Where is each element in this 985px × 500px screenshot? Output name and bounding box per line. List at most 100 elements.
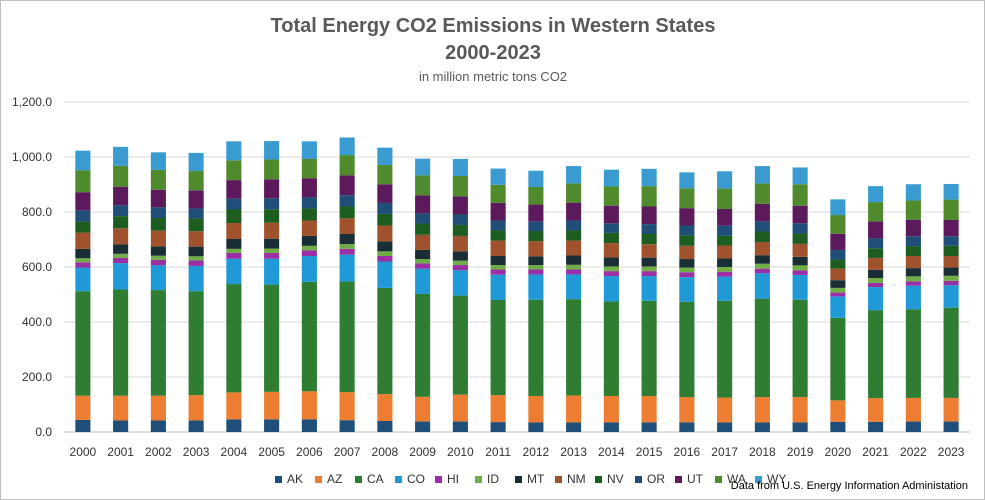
x-tick-label: 2009 [409, 445, 436, 459]
bar-mt-2014 [603, 257, 619, 267]
bar-hi-2022 [905, 281, 921, 286]
bar-nv-2019 [792, 233, 808, 244]
bar-or-2006 [301, 197, 317, 209]
bar-co-2005 [264, 258, 280, 285]
bar-co-2002 [150, 265, 166, 291]
bar-ak-2012 [528, 422, 544, 432]
bar-wy-2009 [415, 158, 431, 176]
bar-id-2002 [150, 255, 166, 260]
bar-stack-2013 [566, 166, 582, 432]
bar-ak-2011 [490, 422, 506, 432]
bar-ut-2015 [641, 206, 657, 225]
bar-ut-2023 [943, 219, 959, 237]
bar-az-2012 [528, 395, 544, 423]
bar-ut-2020 [830, 233, 846, 250]
bar-wa-2014 [603, 186, 619, 206]
bar-ak-2022 [905, 421, 921, 432]
y-tick-label: 600.0 [22, 260, 52, 274]
bar-hi-2012 [528, 269, 544, 275]
bar-wy-2001 [113, 146, 129, 166]
bar-mt-2003 [188, 246, 204, 257]
bar-az-2009 [415, 396, 431, 422]
bar-wa-2022 [905, 200, 921, 220]
bar-wa-2004 [226, 160, 242, 181]
bar-wy-2004 [226, 141, 242, 161]
bar-ak-2010 [452, 421, 468, 432]
bar-id-2000 [75, 258, 91, 263]
legend-swatch [755, 476, 762, 483]
bar-az-2016 [679, 397, 695, 423]
bar-stack-2022 [905, 184, 921, 432]
bar-wa-2015 [641, 186, 657, 207]
bar-ak-2009 [415, 421, 431, 432]
bar-az-2004 [226, 392, 242, 420]
bar-wa-2013 [566, 183, 582, 203]
bar-nm-2021 [868, 257, 884, 270]
bar-az-2015 [641, 395, 657, 423]
bar-ak-2005 [264, 419, 280, 432]
bar-ca-2013 [566, 299, 582, 396]
bar-co-2023 [943, 285, 959, 308]
legend-label: CO [407, 472, 425, 486]
bar-stack-2015 [641, 168, 657, 432]
bar-co-2014 [603, 276, 619, 302]
bar-co-2020 [830, 296, 846, 318]
bar-az-2014 [603, 395, 619, 423]
bar-nm-2015 [641, 244, 657, 258]
bar-stack-2017 [717, 171, 733, 432]
bar-ca-2002 [150, 290, 166, 396]
bar-stack-2004 [226, 141, 242, 432]
bar-wy-2003 [188, 152, 204, 172]
x-tick-label: 2002 [145, 445, 172, 459]
bar-az-2003 [188, 395, 204, 421]
bar-wy-2006 [301, 141, 317, 159]
bars [75, 137, 959, 432]
bar-ak-2018 [754, 422, 770, 432]
bar-hi-2018 [754, 268, 770, 274]
bar-az-2013 [566, 395, 582, 423]
bar-or-2001 [113, 205, 129, 217]
bar-az-2006 [301, 391, 317, 420]
bar-co-2008 [377, 261, 393, 288]
bar-id-2023 [943, 275, 959, 281]
bar-stack-2006 [301, 141, 317, 432]
bar-nm-2017 [717, 245, 733, 259]
x-tick-label: 2019 [787, 445, 814, 459]
x-tick-label: 2011 [485, 445, 511, 459]
bar-az-2020 [830, 400, 846, 422]
x-tick-label: 2003 [183, 445, 210, 459]
bar-id-2008 [377, 251, 393, 256]
bar-or-2023 [943, 236, 959, 246]
bar-stack-2008 [377, 147, 393, 432]
legend-swatch [595, 476, 602, 483]
bar-nv-2014 [603, 232, 619, 244]
bar-nv-2011 [490, 230, 506, 241]
legend-item-co: CO [395, 472, 425, 486]
bar-nm-2005 [264, 222, 280, 239]
bar-nv-2013 [566, 230, 582, 241]
bar-ak-2014 [603, 422, 619, 432]
y-tick-label: 400.0 [22, 315, 52, 329]
bar-id-2017 [717, 267, 733, 272]
bar-ca-2022 [905, 309, 921, 398]
legend-swatch [355, 476, 362, 483]
bar-nm-2003 [188, 231, 204, 247]
legend-swatch [715, 476, 722, 483]
bar-hi-2007 [339, 248, 355, 255]
bar-hi-2014 [603, 271, 619, 277]
bar-nv-2015 [641, 234, 657, 245]
legend: AK AZ CA CO HI ID MT NM NV OR UT WA WY [275, 472, 786, 486]
bar-mt-2010 [452, 251, 468, 261]
bar-ak-2008 [377, 421, 393, 432]
bar-wa-2001 [113, 165, 129, 187]
bar-nm-2004 [226, 223, 242, 239]
bar-id-2012 [528, 265, 544, 270]
bar-ca-2007 [339, 281, 355, 393]
x-tick-label: 2015 [636, 445, 663, 459]
bar-nv-2016 [679, 235, 695, 246]
bar-ca-2017 [717, 300, 733, 398]
x-tick-label: 2022 [900, 445, 927, 459]
legend-swatch [275, 476, 282, 483]
bar-ut-2001 [113, 186, 129, 206]
